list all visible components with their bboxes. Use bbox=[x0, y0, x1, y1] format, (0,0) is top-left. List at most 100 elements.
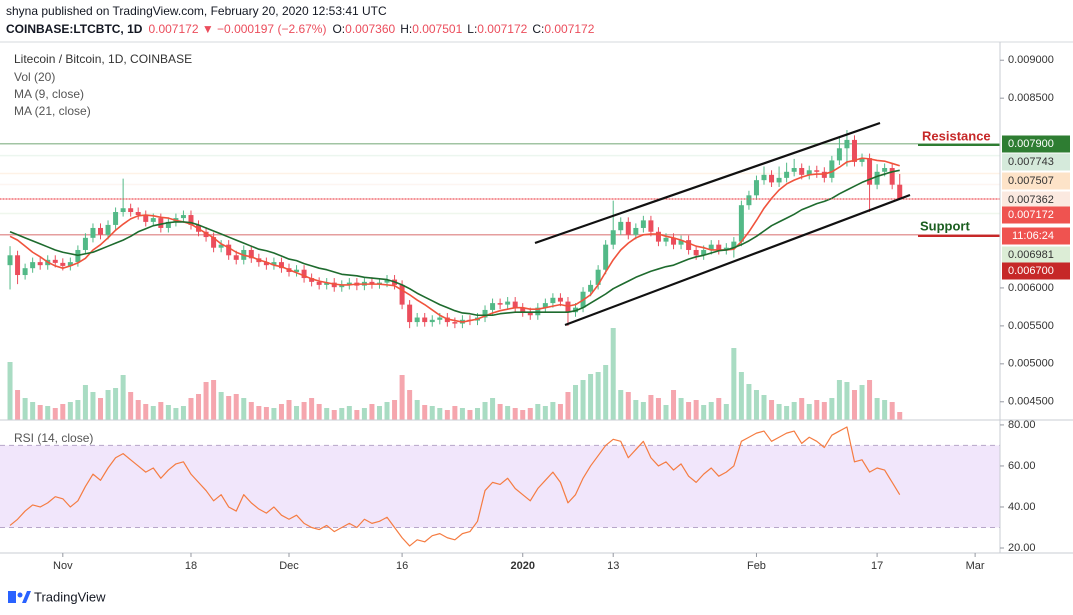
candle-body bbox=[226, 244, 232, 256]
volume-bar bbox=[30, 402, 36, 420]
volume-bar bbox=[82, 385, 88, 420]
candle-body bbox=[211, 237, 217, 248]
y-tick-label: 0.004500 bbox=[1008, 396, 1054, 408]
candle-body bbox=[22, 268, 28, 276]
volume-bar bbox=[309, 398, 315, 420]
candle-body bbox=[799, 168, 805, 175]
volume-bar bbox=[474, 408, 480, 420]
candle-body bbox=[233, 255, 239, 260]
candle-body bbox=[294, 269, 300, 272]
volume-bar bbox=[490, 398, 496, 420]
rsi-tick-label: 40.00 bbox=[1008, 501, 1036, 513]
volume-bar bbox=[806, 404, 812, 420]
candle-body bbox=[67, 262, 73, 266]
volume-bar bbox=[339, 408, 345, 420]
front-layer: 0.004500 0.005000 0.005500 0.006000 0.008500… bbox=[53, 54, 1070, 572]
logo-part bbox=[17, 592, 23, 598]
volume-bar bbox=[45, 406, 51, 420]
legend-volume: Vol (20) bbox=[14, 70, 55, 84]
price-label: 0.007362 bbox=[1008, 194, 1054, 206]
volume-bar bbox=[573, 385, 579, 420]
volume-bar bbox=[625, 392, 631, 420]
candle-body bbox=[836, 148, 842, 161]
candle-body bbox=[640, 220, 646, 228]
volume-bar bbox=[874, 398, 880, 420]
volume-bar bbox=[595, 372, 601, 420]
y-tick-label: 0.006000 bbox=[1008, 282, 1054, 294]
candle-body bbox=[761, 174, 767, 181]
rsi-tick-label: 60.00 bbox=[1008, 460, 1036, 472]
candle-body bbox=[882, 168, 888, 172]
ohlc-label: H: bbox=[400, 22, 412, 36]
annotation: Support bbox=[920, 218, 970, 233]
moving-average bbox=[9, 169, 900, 317]
volume-bar bbox=[859, 385, 865, 420]
ohlc-label: C: bbox=[532, 22, 544, 36]
volume-bar bbox=[407, 390, 413, 420]
candle-body bbox=[686, 240, 692, 250]
rsi-tick-label: 80.00 bbox=[1008, 419, 1036, 431]
volume-bar bbox=[738, 372, 744, 420]
volume-bar bbox=[331, 410, 337, 420]
volume-bar bbox=[286, 400, 292, 420]
candle-body bbox=[150, 218, 156, 222]
volume-bar bbox=[746, 384, 752, 420]
volume-bar bbox=[173, 408, 179, 420]
volume-bar bbox=[67, 402, 73, 420]
volume-bar bbox=[633, 400, 639, 420]
price-label-box bbox=[1002, 246, 1070, 264]
candle-body bbox=[701, 249, 707, 256]
price-label: 0.007900 bbox=[1008, 138, 1054, 150]
volume-bar bbox=[143, 404, 149, 420]
candle-body bbox=[98, 227, 104, 235]
volume-bar bbox=[384, 402, 390, 420]
candle-body bbox=[135, 212, 141, 216]
candle-body bbox=[588, 284, 594, 292]
candle-body bbox=[859, 158, 865, 162]
candle-body bbox=[542, 303, 548, 308]
y-tick-label: 0.009000 bbox=[1008, 54, 1054, 66]
volume-bar bbox=[769, 400, 775, 420]
candle-body bbox=[851, 139, 857, 162]
candle-body bbox=[550, 297, 556, 304]
volume-bar bbox=[557, 404, 563, 420]
candle-body bbox=[248, 249, 254, 259]
price-label-box bbox=[1002, 206, 1070, 224]
candle-body bbox=[603, 244, 609, 270]
volume-bar bbox=[459, 408, 465, 420]
logo-part bbox=[22, 591, 31, 603]
candle-body bbox=[399, 284, 405, 305]
channel-lower bbox=[564, 193, 911, 327]
symbol: COINBASE:LTCBTC, 1D bbox=[6, 22, 143, 36]
volume-bar bbox=[98, 398, 104, 420]
candle-body bbox=[128, 208, 134, 213]
volume-bar bbox=[897, 412, 903, 420]
candle-body bbox=[731, 241, 737, 248]
ohlc-value: 0.007172 bbox=[477, 22, 527, 36]
volume-bar bbox=[640, 402, 646, 420]
volume-bar bbox=[75, 400, 81, 420]
volume-bar bbox=[799, 398, 805, 420]
volume-bar bbox=[550, 402, 556, 420]
x-tick-label: Feb bbox=[747, 560, 766, 572]
volume-bar bbox=[444, 410, 450, 420]
volume-bar bbox=[648, 395, 654, 420]
candle-body bbox=[844, 139, 850, 149]
volume-bar bbox=[399, 375, 405, 420]
x-tick-label: Nov bbox=[53, 560, 73, 572]
x-tick-label: Mar bbox=[966, 560, 985, 572]
candle-body bbox=[82, 237, 88, 250]
volume-bar bbox=[497, 404, 503, 420]
candle-body bbox=[143, 215, 149, 222]
logo-part bbox=[8, 591, 16, 603]
candle-body bbox=[437, 317, 443, 320]
candle-body bbox=[339, 284, 345, 288]
candle-body bbox=[897, 184, 903, 199]
candle-body bbox=[557, 297, 563, 302]
price-label-box bbox=[1002, 262, 1070, 280]
price-label: 0.007172 bbox=[1008, 209, 1054, 221]
rsi-line bbox=[9, 426, 901, 547]
volume-bar bbox=[429, 406, 435, 420]
candle-body bbox=[346, 282, 352, 285]
x-tick-label: 16 bbox=[396, 560, 408, 572]
